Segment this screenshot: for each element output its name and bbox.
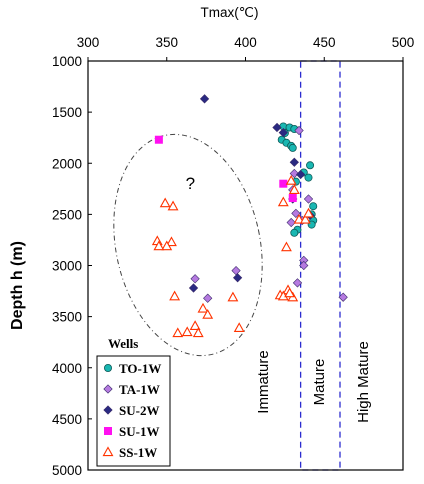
point-ss-1w <box>192 327 204 338</box>
x-axis-label: Tmax(℃) <box>201 5 259 20</box>
point-ta-1w <box>231 265 241 276</box>
zone-labels: Immature Mature High Mature <box>255 341 372 423</box>
point-ss-1w <box>153 240 165 251</box>
point-ss-1w <box>227 291 239 302</box>
point-ta-1w <box>286 217 296 228</box>
point-ta-1w <box>299 260 309 271</box>
point-su-2w <box>296 169 306 180</box>
y-tick-label: 3000 <box>52 259 82 274</box>
point-ta-1w <box>291 208 301 218</box>
x-tick-label: 400 <box>234 35 257 50</box>
point-ss-1w <box>169 290 181 301</box>
legend-marker-to-1w <box>104 363 113 372</box>
legend-items: TO-1W TA-1W SU-2W SU-1W SS-1W <box>102 361 161 460</box>
y-tick-label: 5000 <box>52 463 82 478</box>
point-ss-1w <box>181 326 193 337</box>
y-tick-label: 4500 <box>52 412 82 427</box>
legend-marker-ta-1w <box>103 384 113 394</box>
legend-marker-ss-1w <box>102 446 114 457</box>
zone-label: High Mature <box>355 341 372 423</box>
zone-label: Mature <box>311 359 328 406</box>
x-tick-label: 450 <box>313 35 336 50</box>
legend-marker-su-1w <box>104 427 112 435</box>
x-tick-label: 500 <box>392 35 415 50</box>
point-ss-1w <box>284 287 296 298</box>
x-tick-label: 300 <box>77 35 100 50</box>
point-su-2w <box>233 273 243 283</box>
point-to-1w <box>306 161 315 170</box>
point-ss-1w <box>293 213 305 224</box>
legend-marker-su-2w <box>103 405 113 415</box>
point-ss-1w <box>233 322 245 333</box>
point-ss-1w <box>277 196 289 207</box>
point-ta-1w <box>190 274 200 284</box>
point-ss-1w <box>197 302 209 313</box>
point-su-1w <box>288 194 297 203</box>
zone-label: Immature <box>255 350 272 413</box>
point-ss-1w <box>167 200 179 211</box>
point-su-1w <box>154 135 163 144</box>
legend-label-ss-1w: SS-1W <box>119 445 157 460</box>
point-su-2w <box>278 127 288 138</box>
legend: Wells TO-1W TA-1W SU-2W SU-1W SS-1W <box>96 336 171 467</box>
y-axis: 1000 1500 2000 2500 3000 3500 4000 4500 5000 <box>52 54 92 478</box>
question-annotation: ? <box>186 174 195 193</box>
y-tick-label: 3500 <box>52 310 82 325</box>
point-ss-1w <box>303 207 314 218</box>
legend-label-su-2w: SU-2W <box>119 403 159 418</box>
point-to-1w <box>309 202 318 211</box>
point-ta-1w <box>338 292 348 302</box>
point-ss-1w <box>281 241 292 252</box>
point-to-1w <box>288 143 297 152</box>
x-axis: 300 350 400 450 500 <box>77 35 415 61</box>
legend-label-to-1w: TO-1W <box>119 361 161 376</box>
legend-label-ta-1w: TA-1W <box>119 382 160 397</box>
point-ss-1w <box>166 236 177 247</box>
point-ta-1w <box>292 278 303 288</box>
data-points <box>151 94 348 338</box>
x-tick-label: 350 <box>155 35 178 50</box>
point-ss-1w <box>285 174 297 185</box>
legend-label-su-1w: SU-1W <box>119 424 159 439</box>
point-ss-1w <box>288 184 300 194</box>
point-ss-1w <box>159 197 171 208</box>
y-axis-label: Depth h (m) <box>9 241 26 330</box>
y-tick-label: 1000 <box>52 54 82 69</box>
point-ta-1w <box>289 168 299 179</box>
point-ss-1w <box>299 213 311 224</box>
y-tick-label: 4000 <box>52 361 82 376</box>
point-su-2w <box>272 122 282 133</box>
point-ss-1w <box>189 320 201 330</box>
point-ss-1w <box>172 327 184 338</box>
point-to-1w <box>304 173 313 182</box>
y-tick-label: 2000 <box>52 156 82 171</box>
point-su-2w <box>199 94 210 104</box>
point-ss-1w <box>202 308 214 319</box>
point-ta-1w <box>203 293 213 303</box>
point-su-2w <box>289 157 299 167</box>
point-to-1w <box>290 228 299 237</box>
point-su-1w <box>279 179 288 188</box>
y-tick-label: 1500 <box>52 105 82 120</box>
uncertainty-ellipse <box>113 133 263 357</box>
point-ss-1w <box>161 240 173 251</box>
point-su-2w <box>188 283 199 293</box>
legend-title: Wells <box>108 336 138 351</box>
point-ta-1w <box>303 194 314 204</box>
y-tick-label: 2500 <box>52 207 82 222</box>
point-ta-1w <box>294 125 304 136</box>
